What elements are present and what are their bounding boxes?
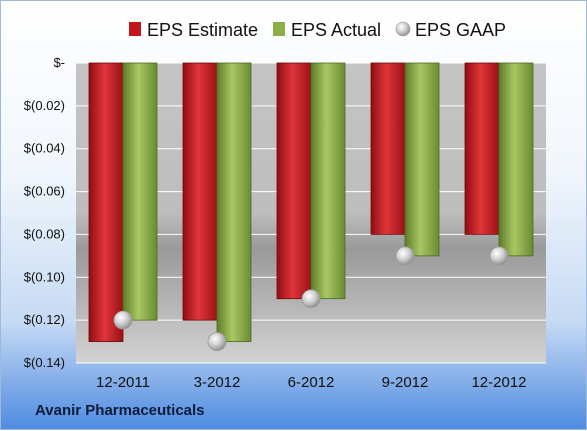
y-tick-label: $(0.12) (24, 312, 65, 327)
bar-eps-estimate (464, 62, 500, 235)
bar-eps-estimate (370, 62, 406, 235)
y-tick-label: $- (53, 55, 65, 70)
company-name: Avanir Pharmaceuticals (35, 402, 205, 419)
legend-label: EPS GAAP (415, 20, 506, 40)
marker-eps-gaap (207, 332, 227, 351)
bar-eps-actual (216, 62, 252, 342)
bar-eps-actual (498, 62, 534, 257)
bar-eps-actual (404, 62, 440, 257)
legend: EPS Estimate EPS Actual EPS GAAP (129, 20, 506, 40)
marker-eps-gaap (301, 289, 321, 309)
legend-swatch (129, 22, 141, 36)
y-tick-label: $(0.10) (24, 269, 65, 284)
bar-eps-estimate (276, 62, 312, 300)
legend-swatch (273, 22, 285, 36)
x-category-label: 12-2012 (471, 374, 526, 391)
bar-eps-estimate (88, 62, 124, 342)
legend-swatch (395, 21, 411, 37)
marker-eps-gaap (395, 246, 415, 266)
y-tick-label: $(0.06) (24, 184, 65, 199)
legend-label: EPS Actual (291, 20, 381, 40)
y-tick-label: $(0.04) (24, 141, 65, 156)
bar-eps-actual (310, 62, 346, 300)
bar-eps-actual (122, 62, 158, 321)
y-tick-label: $(0.08) (24, 226, 65, 241)
marker-eps-gaap (489, 246, 509, 266)
x-category-label: 12-2011 (96, 374, 150, 391)
y-tick-label: $(0.02) (24, 98, 65, 113)
x-category-label: 6-2012 (288, 374, 335, 391)
legend-label: EPS Estimate (147, 20, 258, 40)
x-category-label: 3-2012 (194, 374, 241, 391)
bar-eps-estimate (182, 62, 218, 321)
x-category-label: 9-2012 (382, 374, 429, 391)
marker-eps-gaap (113, 310, 133, 330)
y-tick-label: $(0.14) (24, 355, 65, 370)
